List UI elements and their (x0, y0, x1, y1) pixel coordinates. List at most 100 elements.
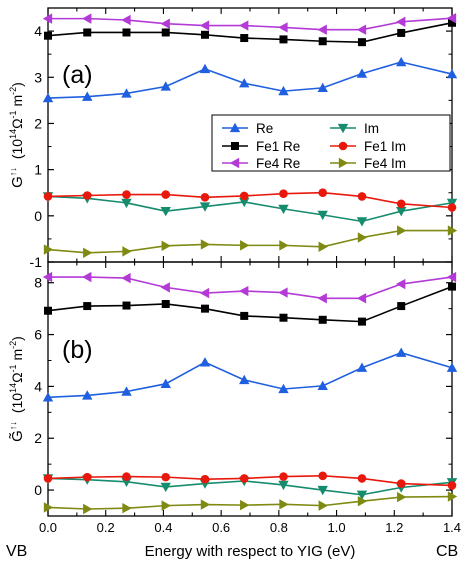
x-tick-label: 0.2 (97, 520, 115, 535)
data-point (43, 474, 53, 483)
legend: Re Im Fe1 Re Fe1 Im Fe4 Re Fe4 Im (211, 114, 451, 172)
data-point (83, 302, 92, 311)
data-point (318, 315, 327, 324)
data-point (318, 500, 328, 511)
y-tick-label: -1 (30, 254, 43, 270)
data-point (239, 474, 249, 483)
data-point (357, 474, 367, 483)
series-re-panel-1 (42, 347, 458, 402)
data-point (82, 472, 92, 482)
data-point (43, 502, 54, 513)
y-axis-label-part: m (9, 95, 25, 111)
y-tick-label: 4 (34, 23, 42, 39)
y-axis-label-part: ↑↓ (8, 167, 18, 176)
data-point (396, 56, 407, 67)
data-point (357, 496, 368, 507)
data-point (357, 38, 366, 47)
x-tick-label: 1.4 (443, 520, 461, 535)
data-point (317, 485, 328, 496)
data-point (239, 374, 250, 385)
y-axis-label-part: m (9, 349, 25, 365)
data-point (44, 306, 52, 315)
x-tick-label: 0.0 (39, 520, 57, 535)
series-fe4-im-panel-0 (43, 225, 458, 258)
data-point (279, 35, 288, 44)
data-point (356, 217, 368, 227)
series-fe1-re-panel-1 (44, 282, 456, 326)
legend-item-fe1-im: Fe1 Im (330, 139, 406, 154)
data-point (317, 82, 328, 93)
series-fe4-im-panel-1 (43, 491, 458, 515)
y-axis-label-part: G (9, 176, 26, 188)
data-point (239, 78, 250, 88)
data-point (161, 190, 171, 199)
y-axis-label-part: -1 (8, 364, 18, 372)
x-right-label: CB (436, 543, 458, 560)
data-point (318, 471, 328, 481)
data-point (43, 244, 54, 255)
panel-label: (b) (62, 336, 93, 364)
data-point (239, 20, 249, 31)
data-point (446, 12, 457, 24)
data-point (356, 68, 368, 78)
legend-box (211, 114, 451, 172)
data-point (448, 282, 456, 291)
y-tick-label: 0 (34, 208, 42, 224)
data-point (397, 491, 407, 503)
data-point (121, 198, 132, 209)
data-point (82, 390, 93, 400)
data-point (396, 16, 406, 28)
y-axis-label-part: 14 (8, 129, 18, 139)
data-point (122, 301, 131, 310)
data-point (396, 207, 407, 217)
data-point (161, 472, 171, 482)
series-fe1-re-panel-0 (44, 18, 456, 47)
data-point (200, 193, 210, 202)
data-point (356, 490, 368, 500)
data-point (199, 63, 211, 74)
data-point (200, 499, 211, 510)
data-point (397, 28, 406, 37)
y-tick-label: 1 (34, 162, 42, 178)
data-point (200, 30, 209, 39)
data-point (279, 472, 288, 481)
series-fe1-im-panel-0 (43, 188, 457, 212)
data-point (82, 13, 92, 24)
data-point (240, 240, 250, 251)
data-point (121, 14, 131, 26)
data-point (199, 287, 210, 299)
x-left-label: VB (6, 543, 27, 560)
y-axis-label-part: ) (9, 336, 25, 341)
data-point (200, 304, 209, 313)
x-tick-label: 0.4 (154, 520, 172, 535)
y-tick-label: 2 (34, 430, 42, 446)
data-point (240, 311, 249, 320)
data-point (83, 28, 92, 37)
y-axis-label-part: Ω (9, 372, 25, 382)
data-point (317, 210, 328, 221)
data-point (356, 24, 367, 35)
data-point (278, 22, 288, 33)
x-tick-label: 0.8 (270, 520, 288, 535)
data-point (44, 31, 52, 40)
series-fe4-re-panel-0 (42, 12, 457, 35)
data-point (357, 232, 368, 243)
y-tick-label: 8 (34, 275, 42, 291)
data-point (161, 500, 171, 511)
data-point (42, 13, 53, 24)
data-point (318, 188, 328, 198)
y-axis-label-part: -1 (8, 110, 18, 118)
x-axis-label: Energy with respect to YIG (eV) (145, 543, 356, 560)
y-axis-label-part: Ω (9, 118, 25, 128)
data-point (160, 378, 171, 388)
legend-marker (229, 157, 240, 169)
data-point (200, 239, 211, 250)
data-point (446, 362, 458, 372)
data-point (278, 480, 289, 491)
y-tick-label: 4 (34, 378, 42, 394)
data-point (82, 91, 93, 101)
x-tick-label: 1.2 (385, 520, 403, 535)
data-point (396, 479, 406, 488)
